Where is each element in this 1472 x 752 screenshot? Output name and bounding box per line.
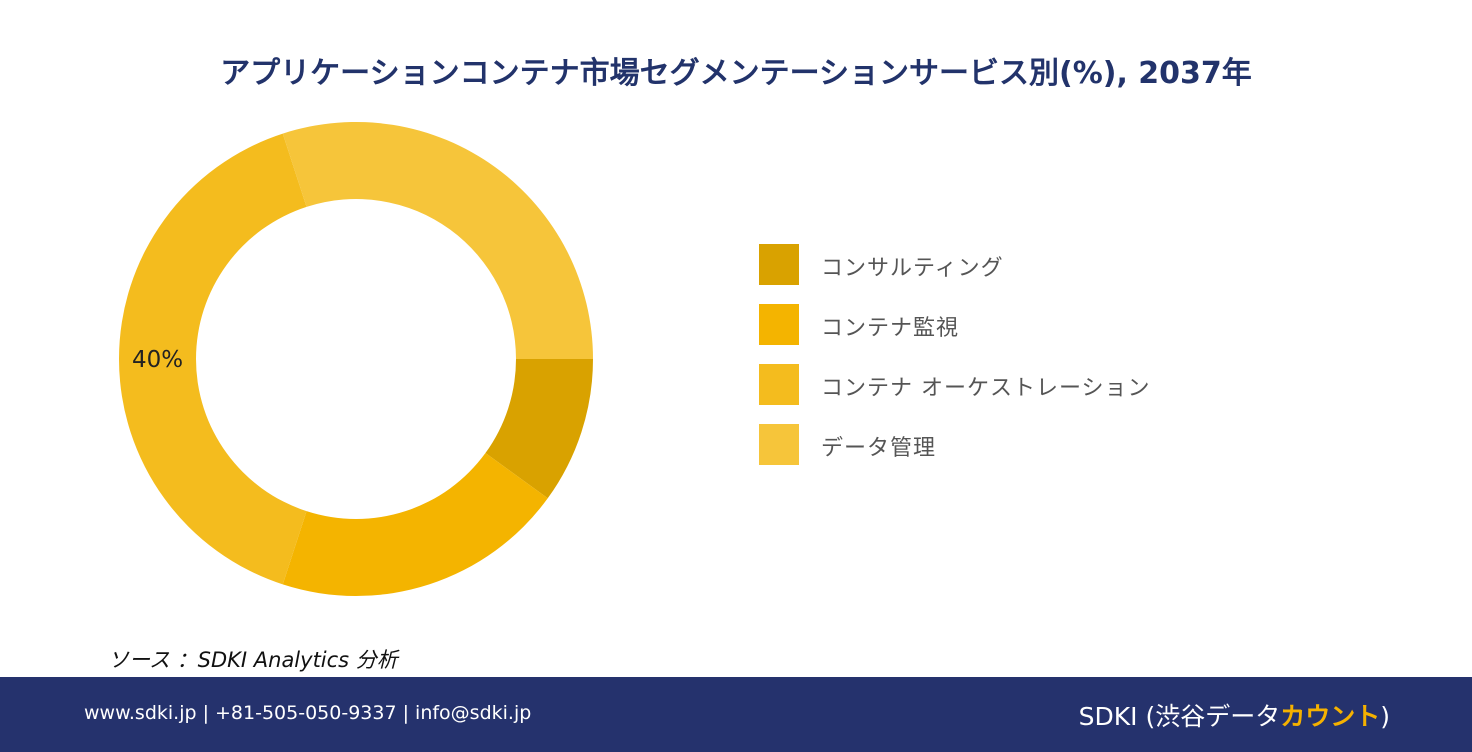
donut-chart: 40%: [119, 122, 593, 596]
donut-slice-2: [282, 453, 548, 596]
donut-slice-1: [485, 359, 593, 499]
legend-swatch: [759, 424, 799, 465]
legend-swatch: [759, 244, 799, 285]
donut-data-label-3: 40%: [132, 347, 183, 373]
brand-accent: カウント: [1280, 702, 1381, 731]
chart-title: アプリケーションコンテナ市場セグメンテーションサービス別(%), 2037年: [220, 56, 1252, 91]
legend-item-2: コンテナ監視: [759, 304, 1219, 345]
donut-slice-4: [282, 122, 593, 360]
legend-swatch: [759, 304, 799, 345]
brand-suffix: ): [1380, 702, 1390, 731]
legend-label: データ管理: [821, 436, 937, 461]
legend-item-1: コンサルティング: [759, 244, 1219, 285]
footer-bar: www.sdki.jp | +81-505-050-9337 | info@sd…: [0, 677, 1472, 752]
legend-item-3: コンテナ オーケストレーション: [759, 364, 1219, 405]
footer-brand: SDKI (渋谷データカウント): [1079, 697, 1390, 733]
legend-swatch: [759, 364, 799, 405]
legend-label: コンサルティング: [821, 256, 1004, 281]
legend-label: コンテナ監視: [821, 316, 960, 341]
legend-label: コンテナ オーケストレーション: [821, 376, 1151, 401]
source-note: ソース ：SDKI Analytics 分析: [108, 648, 398, 672]
brand-prefix: SDKI (渋谷データ: [1078, 702, 1281, 731]
legend-item-4: データ管理: [759, 424, 1219, 465]
footer-contact-info: www.sdki.jp | +81-505-050-9337 | info@sd…: [84, 702, 532, 724]
donut-slice-3: [119, 133, 307, 585]
